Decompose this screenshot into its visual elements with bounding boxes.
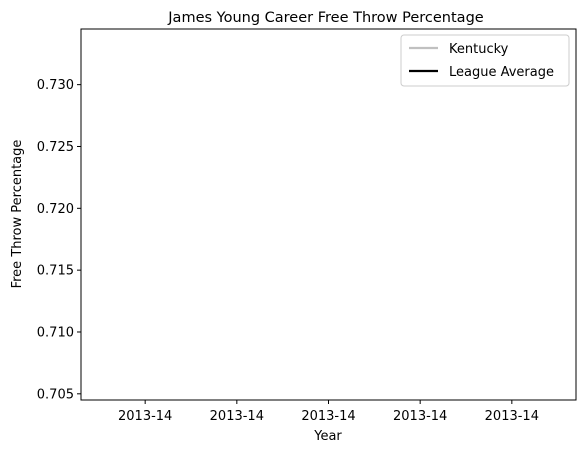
legend-label-league-average: League Average (449, 65, 554, 80)
y-axis: 0.705 0.710 0.715 0.720 0.725 0.730 (37, 78, 81, 402)
y-tick-label: 0.725 (37, 140, 74, 155)
y-axis-label: Free Throw Percentage (10, 140, 25, 289)
y-tick-label: 0.715 (37, 264, 74, 279)
legend-box (400, 34, 570, 87)
legend: Kentucky League Average (400, 34, 570, 87)
x-tick-label: 2013-14 (393, 409, 447, 424)
plot-area (80, 28, 577, 401)
x-tick-label: 2013-14 (485, 409, 539, 424)
x-tick-label: 2013-14 (301, 409, 355, 424)
y-tick-label: 0.705 (37, 387, 74, 402)
chart-title: James Young Career Free Throw Percentage (167, 10, 483, 26)
y-tick-label: 0.730 (37, 78, 74, 93)
y-tick-label: 0.710 (37, 325, 74, 340)
x-tick-label: 2013-14 (118, 409, 172, 424)
x-axis-label: Year (313, 429, 342, 444)
legend-label-kentucky: Kentucky (449, 42, 509, 57)
y-tick-label: 0.720 (37, 202, 74, 217)
x-axis: 2013-14 2013-14 2013-14 2013-14 2013-14 (118, 400, 539, 424)
x-tick-label: 2013-14 (210, 409, 264, 424)
